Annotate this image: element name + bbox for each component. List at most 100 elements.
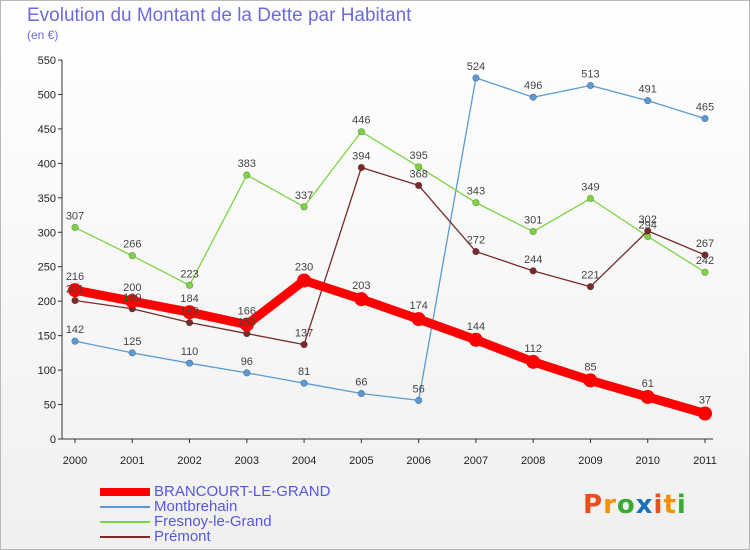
data-point: [411, 312, 426, 327]
y-tick-label: 150: [38, 331, 56, 343]
legend-swatch: [100, 535, 150, 538]
data-label: 266: [123, 239, 141, 251]
series-line: [74, 131, 706, 286]
data-label: 112: [524, 343, 542, 355]
data-label: 96: [241, 356, 253, 368]
data-point: [354, 292, 369, 307]
data-point: [526, 354, 541, 369]
data-point: [71, 296, 79, 305]
proxiti-logo: Proxiti: [583, 490, 687, 520]
y-tick-label: 450: [38, 124, 56, 136]
data-point: [472, 199, 480, 207]
data-label: 66: [355, 377, 367, 389]
data-point: [586, 283, 595, 291]
series-montbrehain: [71, 74, 709, 405]
data-point: [529, 93, 537, 101]
data-label: 513: [581, 68, 599, 80]
data-label: 166: [238, 306, 256, 318]
series-line: [70, 276, 710, 419]
data-point: [128, 349, 136, 357]
legend-label: Fresnoy-le-Grand: [154, 513, 272, 530]
legend-swatch: [100, 520, 150, 523]
y-tick-label: 400: [38, 158, 56, 170]
data-point: [243, 369, 251, 377]
data-label: 85: [584, 361, 596, 373]
data-point: [701, 268, 709, 276]
data-label: 169: [180, 306, 198, 318]
x-tick-label: 2004: [292, 455, 316, 467]
data-label: 267: [696, 238, 714, 250]
logo-letter: r: [603, 490, 617, 520]
x-tick-label: 2000: [63, 455, 87, 467]
data-label: 465: [696, 102, 714, 114]
data-label: 368: [409, 168, 427, 180]
data-label: 244: [524, 254, 542, 266]
data-point: [698, 406, 712, 421]
y-tick-label: 300: [38, 227, 56, 239]
data-point: [357, 389, 365, 398]
data-label: 307: [66, 210, 84, 222]
x-tick-label: 2003: [235, 455, 259, 467]
legend-label: Montbrehain: [154, 498, 238, 515]
data-label: 200: [123, 282, 141, 294]
data-point: [300, 379, 308, 387]
data-point: [472, 74, 480, 82]
data-label: 383: [238, 158, 256, 170]
data-point: [185, 359, 194, 367]
x-tick-label: 2009: [578, 455, 602, 467]
data-label: 174: [409, 300, 427, 312]
data-point: [357, 163, 365, 172]
data-label: 203: [352, 280, 370, 292]
data-label: 446: [352, 115, 370, 127]
data-label: 184: [180, 293, 198, 305]
data-label: 137: [295, 328, 313, 340]
logo-letter: i: [676, 490, 687, 520]
data-point: [586, 81, 595, 90]
series-pr-mont: [71, 163, 709, 349]
data-label: 37: [699, 395, 711, 407]
data-label: 343: [467, 186, 485, 198]
legend-label: BRANCOURT-LE-GRAND: [154, 483, 331, 500]
data-label: 302: [639, 214, 657, 226]
chart-title: Evolution du Montant de la Dette par Hab…: [27, 5, 412, 26]
data-point: [415, 181, 423, 190]
chart-subtitle: (en €): [27, 28, 59, 42]
data-label: 272: [467, 235, 485, 247]
data-point: [182, 305, 197, 320]
y-tick-label: 550: [38, 55, 56, 67]
x-tick-label: 2001: [120, 455, 144, 467]
x-tick-label: 2007: [464, 455, 488, 467]
logo-letter: x: [635, 490, 654, 520]
data-point: [529, 227, 537, 236]
y-tick-label: 100: [38, 365, 56, 377]
data-label: 294: [639, 219, 657, 231]
data-label: 301: [524, 215, 542, 227]
series-line: [74, 77, 706, 402]
data-label: 491: [639, 84, 657, 96]
data-label: 230: [295, 262, 313, 274]
y-tick-label: 250: [38, 262, 56, 274]
data-point: [297, 273, 312, 288]
series-line: [74, 166, 706, 346]
data-label: 61: [642, 378, 654, 390]
logo-letter: o: [616, 490, 636, 520]
data-point: [128, 252, 136, 260]
data-point: [125, 294, 140, 309]
data-point: [300, 340, 308, 349]
legend-item: Fresnoy-le-Grand: [100, 513, 400, 530]
data-label: 81: [298, 366, 310, 378]
data-label: 394: [352, 150, 370, 162]
series-brancourt-le-grand: [68, 273, 712, 421]
data-label: 125: [123, 336, 141, 348]
data-label: 142: [66, 324, 84, 336]
legend-item: Prémont: [100, 528, 400, 545]
data-label: 349: [581, 182, 599, 194]
series-layer: [68, 74, 712, 421]
data-point: [243, 171, 251, 179]
x-tick-label: 2011: [693, 455, 717, 467]
data-label: 242: [696, 255, 714, 267]
data-point: [472, 247, 480, 256]
data-point: [701, 114, 709, 123]
data-point: [415, 396, 423, 405]
